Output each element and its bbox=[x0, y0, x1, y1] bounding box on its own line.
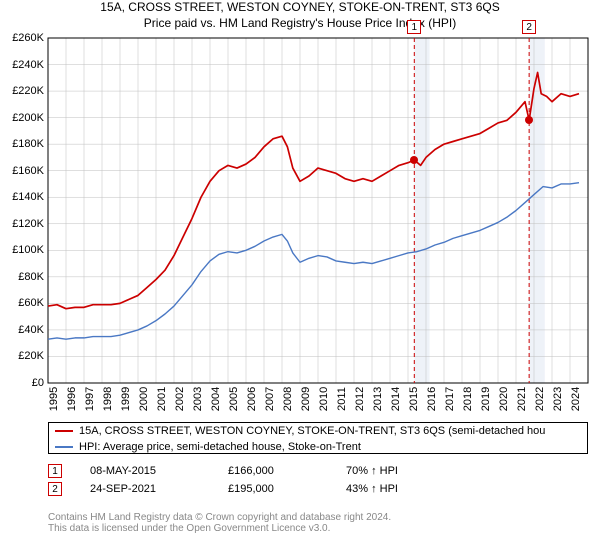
event-delta: 43% ↑ HPI bbox=[346, 483, 398, 495]
footnote: Contains HM Land Registry data © Crown c… bbox=[48, 512, 391, 534]
chart-plot-area: £0£20K£40K£60K£80K£100K£120K£140K£160K£1… bbox=[48, 38, 588, 383]
legend-box: 15A, CROSS STREET, WESTON COYNEY, STOKE-… bbox=[48, 422, 588, 454]
y-tick-label: £40K bbox=[18, 324, 44, 336]
series-line-hpi bbox=[48, 183, 579, 340]
y-tick-label: £160K bbox=[12, 165, 44, 177]
y-tick-label: £180K bbox=[12, 138, 44, 150]
x-tick-label: 1998 bbox=[102, 387, 114, 411]
x-tick-label: 2003 bbox=[192, 387, 204, 411]
x-tick-label: 2012 bbox=[354, 387, 366, 411]
y-tick-label: £260K bbox=[12, 32, 44, 44]
event-marker-dot bbox=[525, 116, 533, 124]
event-marker-dot bbox=[410, 156, 418, 164]
x-tick-label: 2020 bbox=[498, 387, 510, 411]
legend-item: 15A, CROSS STREET, WESTON COYNEY, STOKE-… bbox=[49, 423, 587, 439]
y-tick-label: £200K bbox=[12, 112, 44, 124]
x-tick-label: 2011 bbox=[336, 387, 348, 411]
x-tick-label: 2024 bbox=[570, 387, 582, 411]
legend-item: HPI: Average price, semi-detached house,… bbox=[49, 439, 587, 455]
event-number-box: 1 bbox=[48, 464, 62, 478]
x-tick-label: 2000 bbox=[138, 387, 150, 411]
event-price: £166,000 bbox=[228, 465, 318, 477]
event-row: 1 08-MAY-2015 £166,000 70% ↑ HPI bbox=[48, 462, 398, 480]
x-tick-label: 2010 bbox=[318, 387, 330, 411]
y-tick-label: £20K bbox=[18, 350, 44, 362]
legend-swatch bbox=[55, 446, 73, 448]
legend-swatch bbox=[55, 430, 73, 432]
event-date: 08-MAY-2015 bbox=[90, 465, 200, 477]
event-price: £195,000 bbox=[228, 483, 318, 495]
x-tick-label: 2021 bbox=[516, 387, 528, 411]
legend-label: 15A, CROSS STREET, WESTON COYNEY, STOKE-… bbox=[79, 425, 545, 437]
x-tick-label: 2023 bbox=[552, 387, 564, 411]
event-number-box: 2 bbox=[48, 482, 62, 496]
x-tick-label: 2022 bbox=[534, 387, 546, 411]
event-number-box: 2 bbox=[522, 20, 536, 34]
x-tick-label: 2019 bbox=[480, 387, 492, 411]
x-tick-label: 2002 bbox=[174, 387, 186, 411]
y-tick-label: £100K bbox=[12, 244, 44, 256]
x-tick-label: 2005 bbox=[228, 387, 240, 411]
event-row: 2 24-SEP-2021 £195,000 43% ↑ HPI bbox=[48, 480, 398, 498]
event-date: 24-SEP-2021 bbox=[90, 483, 200, 495]
footnote-line: Contains HM Land Registry data © Crown c… bbox=[48, 512, 391, 523]
x-tick-label: 2016 bbox=[426, 387, 438, 411]
event-callout: 1 bbox=[407, 20, 421, 34]
y-tick-label: £80K bbox=[18, 271, 44, 283]
chart-title: 15A, CROSS STREET, WESTON COYNEY, STOKE-… bbox=[0, 0, 600, 14]
x-tick-label: 2018 bbox=[462, 387, 474, 411]
chart-subtitle: Price paid vs. HM Land Registry's House … bbox=[0, 16, 600, 30]
x-tick-label: 2015 bbox=[408, 387, 420, 411]
x-tick-label: 2017 bbox=[444, 387, 456, 411]
y-tick-label: £120K bbox=[12, 218, 44, 230]
events-table: 1 08-MAY-2015 £166,000 70% ↑ HPI 2 24-SEP-202… bbox=[48, 462, 398, 498]
x-tick-label: 1995 bbox=[48, 387, 60, 411]
y-tick-label: £240K bbox=[12, 59, 44, 71]
footnote-line: This data is licensed under the Open Gov… bbox=[48, 523, 391, 534]
y-tick-label: £220K bbox=[12, 85, 44, 97]
series-line-price_paid bbox=[48, 73, 579, 309]
event-callout: 2 bbox=[522, 20, 536, 34]
x-tick-label: 2013 bbox=[372, 387, 384, 411]
y-tick-label: £60K bbox=[18, 297, 44, 309]
y-tick-label: £140K bbox=[12, 191, 44, 203]
x-tick-label: 1999 bbox=[120, 387, 132, 411]
x-tick-label: 2008 bbox=[282, 387, 294, 411]
x-tick-label: 2014 bbox=[390, 387, 402, 411]
x-tick-label: 2006 bbox=[246, 387, 258, 411]
x-tick-label: 2009 bbox=[300, 387, 312, 411]
x-tick-label: 1997 bbox=[84, 387, 96, 411]
y-tick-label: £0 bbox=[32, 377, 44, 389]
x-tick-label: 1996 bbox=[66, 387, 78, 411]
x-tick-label: 2004 bbox=[210, 387, 222, 411]
event-delta: 70% ↑ HPI bbox=[346, 465, 398, 477]
legend-label: HPI: Average price, semi-detached house,… bbox=[79, 441, 361, 453]
x-tick-label: 2007 bbox=[264, 387, 276, 411]
x-tick-label: 2001 bbox=[156, 387, 168, 411]
event-number-box: 1 bbox=[407, 20, 421, 34]
